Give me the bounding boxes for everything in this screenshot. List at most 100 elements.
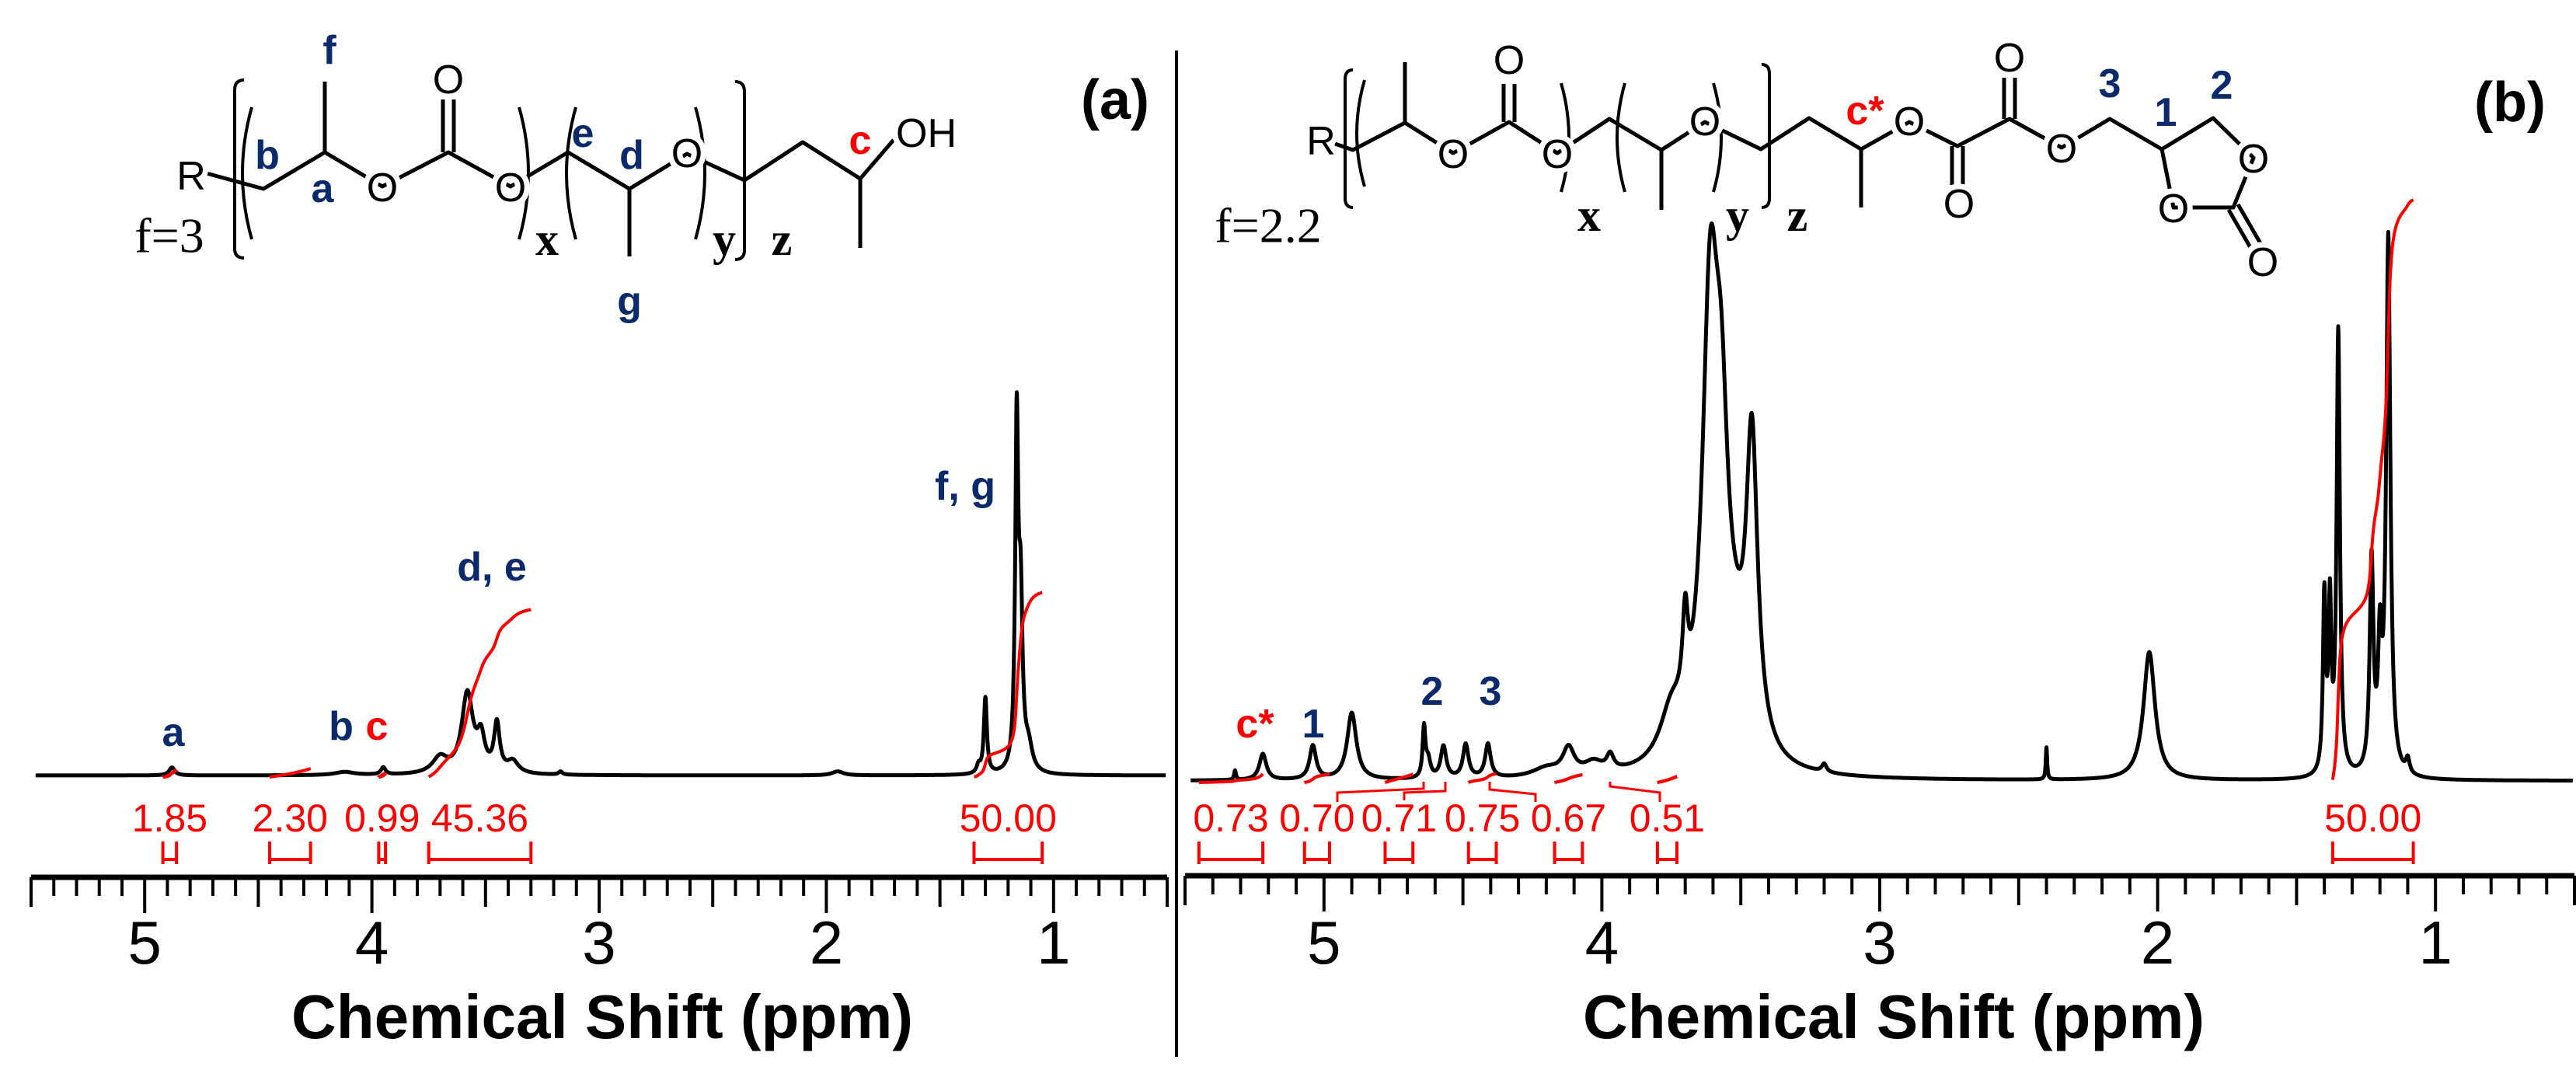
integral-bracket (1655, 842, 1678, 864)
atom-o: O (1494, 38, 1525, 83)
proton-label-3: 3 (2099, 61, 2121, 106)
paren-y-open (565, 106, 577, 240)
paren-y-close (694, 106, 706, 240)
proton-label-e: e (572, 111, 594, 156)
integral-curve (161, 769, 178, 779)
atom-o: O (1894, 99, 1925, 145)
index-x: x (535, 214, 559, 265)
x-tick-label: 1 (2419, 908, 2452, 977)
bracket-close (734, 80, 746, 261)
integral-value: 0.51 (1630, 796, 1705, 840)
atom-o: O (2046, 127, 2077, 172)
atom-o: O (367, 166, 398, 211)
integral-bracket (1466, 842, 1498, 864)
proton-label-1: 1 (2155, 90, 2177, 135)
x-tick-label: 5 (1307, 908, 1340, 977)
ring-co-bond-2 (2236, 203, 2264, 246)
integral-bracket (427, 842, 533, 864)
integral-bracket (268, 842, 312, 864)
proton-label-d: d (619, 133, 644, 178)
bracket-open (1344, 68, 1354, 209)
integral-bracket (972, 842, 1044, 864)
integral-value: 2.30 (253, 796, 328, 840)
atom-o: O (1689, 99, 1720, 145)
r-group: R (176, 154, 206, 199)
integral-bracket (377, 842, 388, 864)
integral-bracket (1302, 842, 1331, 864)
x-tick-label: 3 (582, 908, 615, 977)
integral-value: 0.67 (1531, 796, 1606, 840)
structure-b: O O O O O O O O O O O R f=2.2 x y z c* 3… (1215, 30, 2284, 291)
spectrum-panel-a: 1.85 2.30 0.99 45.36 50.00 5 4 3 2 1 (30, 390, 1169, 977)
integral-value: 0.71 (1361, 796, 1437, 840)
integral-value: 0.75 (1445, 796, 1520, 840)
index-y: y (1726, 190, 1749, 241)
integral-curve (1303, 772, 1331, 784)
proton-label-2: 2 (2211, 63, 2233, 108)
integral-curve (974, 591, 1043, 779)
ring-co-bond-1 (2226, 208, 2254, 252)
leader-line (1609, 782, 1661, 802)
atom-o: O (2247, 240, 2278, 285)
spectrum-trace (1189, 221, 2574, 782)
x-tick-label: 2 (2141, 908, 2174, 977)
proton-label-c: c (849, 118, 872, 163)
integral-value: 50.00 (960, 796, 1057, 840)
atom-o: O (2158, 186, 2189, 232)
x-tick-label: 5 (128, 908, 162, 977)
integral-bracket (1197, 842, 1265, 864)
paren-x-open (241, 106, 253, 240)
integral-bracket (1553, 842, 1584, 864)
peak-label-a: a (162, 710, 186, 755)
integral-curve (1384, 772, 1413, 784)
x-axis-title-b: Chemical Shift (ppm) (1583, 982, 2205, 1051)
x-tick-label: 4 (355, 908, 389, 977)
paren-x-close (518, 106, 530, 240)
proton-label-b: b (255, 133, 280, 178)
integral-curve (377, 772, 387, 779)
integral-value: 50.00 (2324, 796, 2421, 840)
paren-x-close (1560, 82, 1570, 193)
proton-label-a: a (312, 166, 335, 211)
spectrum-trace (33, 390, 1168, 778)
integral-curve (1467, 772, 1497, 784)
bracket-open (233, 78, 245, 260)
x-tick-label: 2 (810, 908, 843, 977)
peak-label-c-star: c* (1236, 702, 1274, 747)
panel-label-a: (a) (1081, 69, 1149, 131)
proton-label-c-star: c* (1846, 89, 1884, 134)
peak-label-b: b (329, 704, 354, 749)
r-group: R (1306, 119, 1336, 164)
backbone-bonds (203, 138, 895, 191)
functionality-label: f=3 (134, 208, 204, 263)
atom-o: O (1943, 182, 1975, 227)
integral-curve (1553, 773, 1583, 784)
leader-line (1403, 782, 1447, 800)
atom-o: O (671, 131, 702, 176)
integral-value: 0.73 (1193, 796, 1268, 840)
spectrum-panel-b: 0.73 0.70 0.71 0.75 0.67 0.51 50.005 4 3 2 1 (1183, 198, 2576, 977)
integral-curve (269, 767, 312, 779)
integral-curve (1657, 775, 1678, 784)
atom-o: O (433, 58, 464, 103)
integral-curve (427, 608, 532, 779)
peak-label-d-e: d, e (457, 545, 527, 590)
index-z: z (772, 214, 793, 265)
peak-label-c: c (366, 704, 389, 749)
x-tick-label: 3 (1863, 908, 1896, 977)
integral-bracket (161, 842, 179, 864)
integral-bracket (2330, 842, 2415, 864)
integral-bracket (1383, 842, 1415, 864)
atom-o: O (1542, 132, 1573, 177)
paren-y-close (1712, 82, 1723, 193)
peak-label-2: 2 (1421, 669, 1444, 714)
peak-label-1: 1 (1302, 702, 1325, 747)
paren-y-open (1616, 82, 1626, 193)
proton-label-f: f (322, 28, 336, 73)
atom-oh: OH (896, 111, 957, 156)
integral-value: 0.99 (344, 796, 420, 840)
x-tick-label: 1 (1037, 908, 1070, 977)
leader-line (1336, 782, 1425, 802)
index-y: y (713, 214, 736, 265)
